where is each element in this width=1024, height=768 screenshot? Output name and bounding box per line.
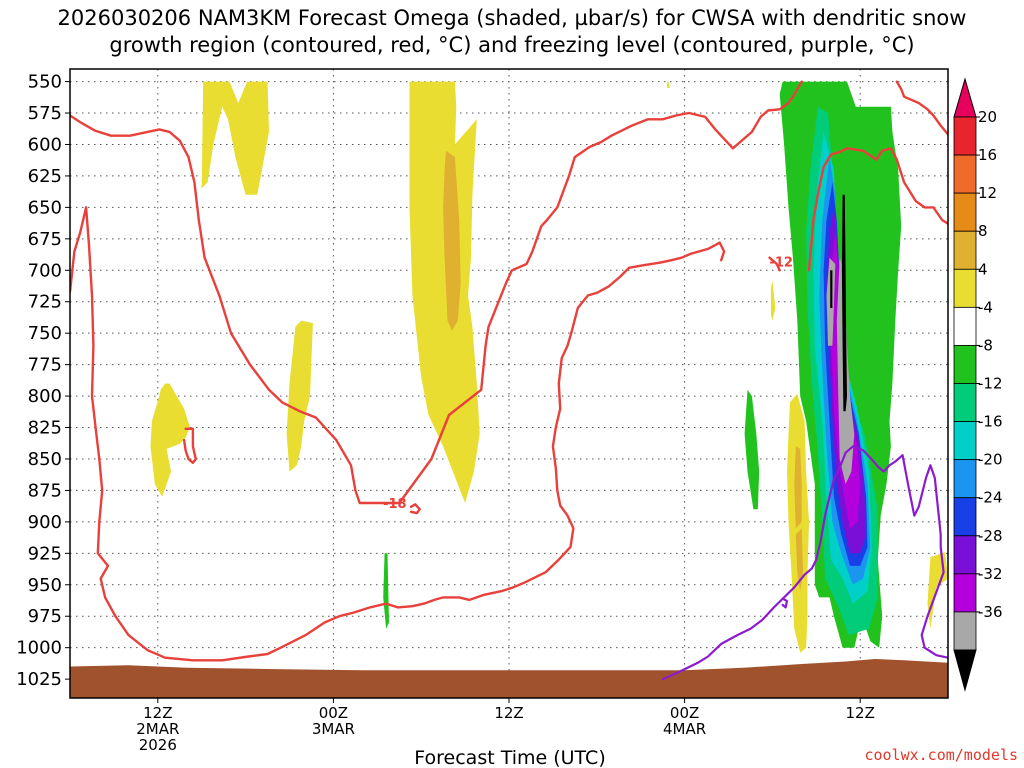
colorbar-tick-label: -32 bbox=[978, 565, 1003, 583]
omega-shaded-region bbox=[794, 446, 802, 529]
colorbar-tick-label: 12 bbox=[978, 184, 997, 202]
colorbar-bin bbox=[953, 421, 977, 461]
y-tick-label: 550 bbox=[28, 72, 62, 93]
omega-shaded-region bbox=[795, 528, 804, 592]
y-tick-label: 900 bbox=[28, 512, 62, 533]
colorbar-tick-label: -4 bbox=[978, 298, 993, 316]
omega-shaded-region bbox=[201, 81, 269, 195]
colorbar-bin bbox=[953, 383, 977, 422]
chart-title-line-1: 2026030206 NAM3KM Forecast Omega (shaded… bbox=[58, 6, 967, 30]
omega-shaded-region bbox=[667, 81, 670, 88]
x-tick-label: 3MAR bbox=[312, 720, 355, 738]
dendritic-contour-line bbox=[182, 427, 198, 464]
x-tick-label: 2026 bbox=[139, 736, 177, 754]
colorbar-bottom-arrow bbox=[953, 649, 977, 692]
colorbar-bin bbox=[953, 268, 977, 308]
contour-label: -12 bbox=[769, 255, 793, 270]
x-tick-label: 12Z bbox=[143, 704, 172, 722]
dendritic-contour-line bbox=[895, 80, 948, 136]
colorbar-bin bbox=[953, 573, 977, 613]
y-tick-label: 700 bbox=[28, 260, 62, 281]
dendritic-growth-contours bbox=[70, 80, 948, 662]
y-tick-label: 950 bbox=[28, 575, 62, 596]
contour-label: -18 bbox=[383, 497, 407, 512]
colorbar-bin bbox=[953, 192, 977, 232]
omega-shaded-region bbox=[830, 270, 833, 308]
freezing-level-contour-line bbox=[781, 597, 789, 609]
colorbar-tick-label: -16 bbox=[978, 413, 1003, 431]
omega-shading bbox=[150, 81, 948, 653]
y-tick-label: 1025 bbox=[16, 669, 62, 690]
colorbar-tick-label: 20 bbox=[978, 108, 997, 126]
colorbar-tick-label: 4 bbox=[978, 260, 988, 278]
y-tick-label: 975 bbox=[28, 606, 62, 627]
colorbar-bin bbox=[953, 116, 977, 156]
y-tick-label: 1000 bbox=[16, 638, 62, 659]
x-tick-label: 12Z bbox=[494, 704, 523, 722]
freezing-level-contours bbox=[661, 445, 948, 681]
y-tick-label: 800 bbox=[28, 386, 62, 407]
x-tick-label: 2MAR bbox=[136, 720, 179, 738]
y-tick-label: 600 bbox=[28, 134, 62, 155]
omega-shaded-region bbox=[150, 383, 190, 497]
y-tick-label: 925 bbox=[28, 543, 62, 564]
omega-shaded-region bbox=[286, 320, 313, 472]
colorbar: 20 16 12 8 4 -4 -8 -12 -16 -20 -24 -28 -32 -36 bbox=[953, 77, 1003, 692]
colorbar-tick-label: -20 bbox=[978, 451, 1003, 469]
colorbar-tick-label: -36 bbox=[978, 603, 1003, 621]
gridlines bbox=[70, 69, 948, 698]
omega-shaded-region bbox=[841, 194, 847, 412]
y-tick-label: 575 bbox=[28, 103, 62, 124]
plot-area: -12 -18 bbox=[70, 69, 948, 698]
credit-text: coolwx.com/models bbox=[864, 746, 1018, 764]
y-tick-label: 725 bbox=[28, 292, 62, 313]
y-tick-label: 750 bbox=[28, 323, 62, 344]
colorbar-tick-label: -28 bbox=[978, 527, 1003, 545]
dendritic-contour-line bbox=[409, 503, 421, 515]
y-tick-label: 825 bbox=[28, 418, 62, 439]
colorbar-tick-label: 8 bbox=[978, 222, 988, 240]
colorbar-bin bbox=[953, 306, 977, 346]
y-tick-label: 650 bbox=[28, 197, 62, 218]
y-tick-label: 850 bbox=[28, 449, 62, 470]
y-tick-label: 875 bbox=[28, 480, 62, 501]
y-tick-label: 625 bbox=[28, 166, 62, 187]
colorbar-bin bbox=[953, 230, 977, 270]
colorbar-bin bbox=[953, 535, 977, 575]
terrain-surface-fill bbox=[70, 659, 948, 698]
dendritic-contour-line bbox=[807, 147, 948, 272]
colorbar-tick-label: -24 bbox=[978, 489, 1003, 507]
colorbar-bin bbox=[953, 611, 977, 651]
x-axis-label: Forecast Time (UTC) bbox=[414, 747, 605, 768]
colorbar-tick-label: -8 bbox=[978, 336, 993, 354]
omega-shaded-region bbox=[744, 389, 760, 510]
chart-title-line-2: growth region (contoured, red, °C) and f… bbox=[109, 33, 914, 57]
colorbar-bin bbox=[953, 345, 977, 384]
dendritic-contour-line bbox=[70, 80, 803, 505]
dendritic-contour-line bbox=[768, 256, 781, 272]
colorbar-bin bbox=[953, 459, 977, 499]
x-tick-label: 00Z bbox=[319, 704, 348, 722]
y-axis-ticks: 550 575 600 625 650 675 700 725 750 775 800 825 850 8… bbox=[16, 72, 70, 690]
colorbar-bin bbox=[953, 497, 977, 537]
x-tick-label: 12Z bbox=[846, 704, 875, 722]
y-tick-label: 775 bbox=[28, 355, 62, 376]
colorbar-tick-label: 16 bbox=[978, 146, 997, 164]
colorbar-bin bbox=[953, 154, 977, 194]
terrain-surface bbox=[70, 659, 948, 698]
dendritic-contour-line bbox=[70, 206, 726, 662]
omega-shaded-region bbox=[409, 81, 480, 503]
omega-shaded-region bbox=[443, 150, 461, 331]
y-tick-label: 675 bbox=[28, 229, 62, 250]
omega-shaded-region bbox=[770, 280, 776, 321]
x-tick-label: 4MAR bbox=[663, 720, 706, 738]
colorbar-tick-label: -12 bbox=[978, 375, 1003, 393]
x-tick-label: 00Z bbox=[670, 704, 699, 722]
omega-shaded-region bbox=[383, 553, 389, 629]
contour-labels: -12 -18 bbox=[383, 255, 793, 512]
freezing-level-contour-line bbox=[661, 445, 948, 681]
